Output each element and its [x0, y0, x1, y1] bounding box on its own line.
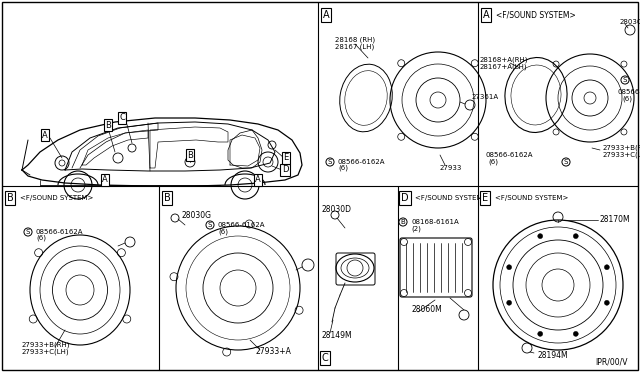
Circle shape — [573, 234, 579, 238]
Text: (6): (6) — [622, 96, 632, 102]
Text: B: B — [105, 121, 111, 129]
Text: 28167+A(LH): 28167+A(LH) — [480, 64, 527, 70]
Text: C: C — [119, 113, 125, 122]
Text: (6): (6) — [338, 165, 348, 171]
Text: D: D — [282, 166, 288, 174]
Text: 28030D: 28030D — [322, 205, 352, 215]
Text: (6): (6) — [488, 159, 498, 165]
Text: <F/SOUND SYSTEM>: <F/SOUND SYSTEM> — [415, 195, 488, 201]
Text: A: A — [323, 10, 330, 20]
Text: 28167 (LH): 28167 (LH) — [335, 44, 374, 50]
Text: B: B — [187, 151, 193, 160]
Text: A: A — [102, 176, 108, 185]
Text: B: B — [164, 193, 170, 203]
Text: 28030GA: 28030GA — [620, 19, 640, 25]
Text: 08566-6162A: 08566-6162A — [618, 89, 640, 95]
Circle shape — [507, 265, 511, 270]
Text: IPR/00/V: IPR/00/V — [595, 357, 627, 366]
Text: 08566-6162A: 08566-6162A — [338, 159, 385, 165]
Text: E: E — [284, 154, 289, 163]
Text: E: E — [482, 193, 488, 203]
Text: A: A — [255, 176, 261, 185]
Text: S: S — [328, 159, 332, 165]
Text: 27933+B(RH): 27933+B(RH) — [22, 342, 70, 348]
Text: 28030G: 28030G — [182, 212, 212, 221]
Circle shape — [604, 300, 609, 305]
Text: 28170M: 28170M — [600, 215, 630, 224]
Text: 28168 (RH): 28168 (RH) — [335, 37, 375, 43]
Circle shape — [604, 265, 609, 270]
Text: A: A — [42, 131, 48, 140]
Circle shape — [507, 300, 511, 305]
Text: B: B — [6, 193, 13, 203]
Text: B: B — [401, 219, 405, 225]
Text: 28168+A(RH): 28168+A(RH) — [480, 57, 529, 63]
Text: 08566-6162A: 08566-6162A — [218, 222, 266, 228]
Text: 08566-6162A: 08566-6162A — [485, 152, 532, 158]
Text: 08168-6161A: 08168-6161A — [411, 219, 459, 225]
Text: S: S — [564, 159, 568, 165]
Text: 27933+B(RH): 27933+B(RH) — [603, 145, 640, 151]
Text: 27933+C(LH): 27933+C(LH) — [603, 152, 640, 158]
Text: C: C — [322, 353, 328, 363]
Circle shape — [538, 331, 543, 336]
Text: 28149M: 28149M — [322, 330, 353, 340]
Text: 27933: 27933 — [440, 165, 462, 171]
Text: (6): (6) — [36, 235, 46, 241]
Text: (2): (2) — [411, 226, 421, 232]
Text: <F/SOUND SYSTEM>: <F/SOUND SYSTEM> — [20, 195, 93, 201]
Text: S: S — [26, 229, 30, 235]
Text: 28060M: 28060M — [412, 305, 443, 314]
Text: <F/SOUND SYSTEM>: <F/SOUND SYSTEM> — [496, 10, 576, 19]
Text: S: S — [623, 77, 627, 83]
Text: D: D — [401, 193, 409, 203]
Text: 28194M: 28194M — [537, 350, 568, 359]
Text: 27933+C(LH): 27933+C(LH) — [22, 349, 70, 355]
Text: <F/SOUND SYSTEM>: <F/SOUND SYSTEM> — [495, 195, 568, 201]
Text: A: A — [483, 10, 490, 20]
Text: 27361A: 27361A — [472, 94, 499, 100]
Text: 27933+A: 27933+A — [255, 347, 291, 356]
Circle shape — [573, 331, 579, 336]
Text: (6): (6) — [218, 229, 228, 235]
Circle shape — [538, 234, 543, 238]
Text: S: S — [208, 222, 212, 228]
Text: 08566-6162A: 08566-6162A — [36, 229, 83, 235]
